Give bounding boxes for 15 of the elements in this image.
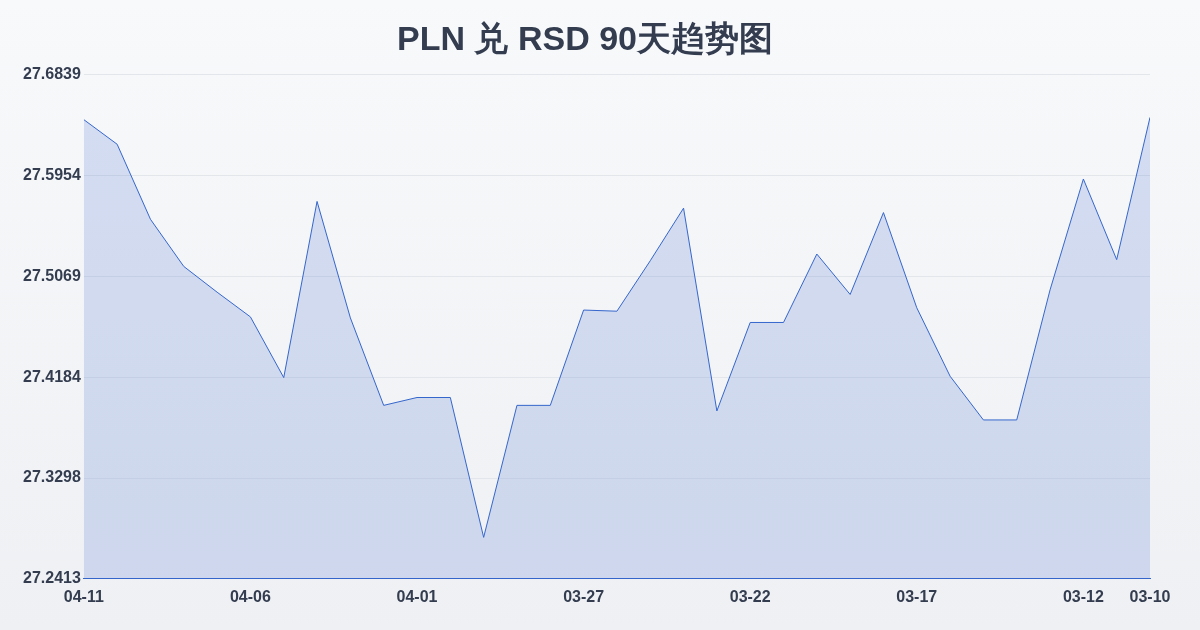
x-tick-label: 03-12	[1062, 587, 1104, 605]
y-tick-label: 27.6839	[22, 65, 81, 83]
x-tick-label: 03-10	[1129, 587, 1171, 605]
x-tick-label: 03-22	[729, 587, 771, 605]
chart-title: PLN 兑 RSD 90天趋势图	[397, 18, 773, 57]
x-tick-label: 03-27	[563, 587, 605, 605]
x-tick-label: 04-11	[63, 587, 104, 605]
y-tick-label: 27.5954	[22, 165, 81, 183]
y-tick-label: 27.5069	[22, 266, 81, 284]
y-tick-label: 27.3298	[22, 468, 81, 486]
y-tick-label: 27.2413	[22, 569, 81, 587]
y-tick-label: 27.4184	[22, 367, 81, 385]
x-tick-label: 04-01	[396, 587, 438, 605]
x-tick-label: 04-06	[229, 587, 271, 605]
x-tick-label: 03-17	[896, 587, 938, 605]
